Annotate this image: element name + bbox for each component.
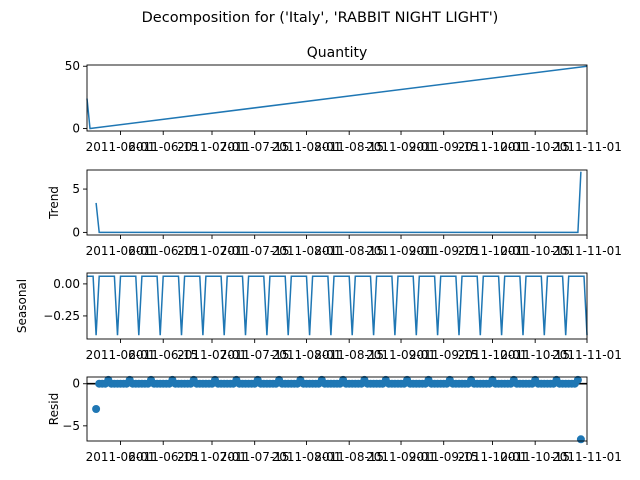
y-tick-label: 0 bbox=[72, 122, 80, 136]
x-tick-label: 2011-10-15 bbox=[500, 244, 570, 258]
x-tick-label: 2011-10-01 bbox=[458, 140, 528, 154]
y-tick-label: 0 bbox=[72, 225, 80, 239]
axes-frame bbox=[86, 169, 588, 236]
x-tick-label: 2011-06-01 bbox=[86, 140, 156, 154]
x-tick-label: 2011-06-15 bbox=[128, 450, 198, 464]
x-tick-label: 2011-06-15 bbox=[128, 244, 198, 258]
series-line-seasonal bbox=[87, 275, 588, 336]
x-tick-label: 2011-09-15 bbox=[409, 244, 479, 258]
y-tick-label: 5 bbox=[72, 182, 80, 196]
panel-resid: Resid0−52011-06-012011-06-152011-07-0120… bbox=[47, 375, 622, 464]
y-tick-label: −5 bbox=[62, 419, 80, 433]
series-line-trend bbox=[95, 171, 582, 234]
resid-point bbox=[576, 435, 585, 444]
y-axis-label: Seasonal bbox=[15, 279, 29, 333]
y-axis-label: Resid bbox=[47, 393, 61, 425]
x-tick-label: 2011-09-01 bbox=[366, 348, 436, 362]
x-tick-label: 2011-07-15 bbox=[220, 450, 290, 464]
panel-title: Quantity bbox=[307, 45, 368, 61]
x-tick-label: 2011-07-01 bbox=[177, 140, 247, 154]
x-tick-label: 2011-07-01 bbox=[177, 244, 247, 258]
y-axis-label: Trend bbox=[47, 186, 61, 220]
x-tick-label: 2011-10-01 bbox=[458, 348, 528, 362]
x-tick-label: 2011-09-15 bbox=[409, 348, 479, 362]
x-tick-label: 2011-09-01 bbox=[366, 244, 436, 258]
x-tick-label: 2011-09-15 bbox=[409, 140, 479, 154]
x-tick-label: 2011-09-01 bbox=[366, 450, 436, 464]
x-tick-label: 2011-08-15 bbox=[314, 348, 384, 362]
panel-seasonal: Seasonal 0.00−0.252011-06-012011-06-15201… bbox=[15, 272, 622, 362]
x-tick-label: 2011-08-01 bbox=[272, 348, 342, 362]
x-tick-label: 2011-09-15 bbox=[409, 450, 479, 464]
axes-frame bbox=[86, 64, 588, 132]
x-tick-label: 2011-06-15 bbox=[128, 348, 198, 362]
y-tick-label: 0.00 bbox=[53, 277, 80, 291]
x-tick-label: 2011-07-15 bbox=[220, 140, 290, 154]
x-tick-label: 2011-10-01 bbox=[458, 244, 528, 258]
y-tick-label: −0.25 bbox=[43, 309, 80, 323]
figure-suptitle: Decomposition for ('Italy', 'RABBIT NIGH… bbox=[142, 10, 499, 26]
y-tick-label: 0 bbox=[72, 377, 80, 391]
x-tick-label: 2011-11-01 bbox=[552, 140, 622, 154]
x-tick-label: 2011-08-01 bbox=[272, 244, 342, 258]
panel-trend: Trend052011-06-012011-06-152011-07-01201… bbox=[47, 169, 622, 258]
x-tick-label: 2011-08-15 bbox=[314, 140, 384, 154]
resid-point bbox=[92, 405, 101, 413]
panel-observed: Quantity 0 50 2011-06-012011-06-152011-07-0… bbox=[65, 45, 622, 154]
x-tick-label: 2011-08-01 bbox=[272, 140, 342, 154]
resid-point bbox=[573, 375, 582, 384]
x-tick-label: 2011-11-01 bbox=[552, 348, 622, 362]
x-tick-label: 2011-07-15 bbox=[220, 244, 290, 258]
x-tick-label: 2011-06-01 bbox=[86, 348, 156, 362]
x-tick-label: 2011-08-15 bbox=[314, 450, 384, 464]
x-tick-label: 2011-06-01 bbox=[86, 244, 156, 258]
subplot-panels: Quantity0502011-06-012011-06-152011-07-0… bbox=[15, 45, 622, 464]
x-tick-label: 2011-07-01 bbox=[177, 348, 247, 362]
x-tick-label: 2011-10-15 bbox=[500, 348, 570, 362]
x-tick-label: 2011-11-01 bbox=[552, 244, 622, 258]
x-tick-label: 2011-08-15 bbox=[314, 244, 384, 258]
axes-frame bbox=[86, 376, 588, 442]
x-tick-label: 2011-06-15 bbox=[128, 140, 198, 154]
x-tick-label: 2011-07-15 bbox=[220, 348, 290, 362]
series-line-observed bbox=[86, 65, 588, 130]
x-tick-label: 2011-09-01 bbox=[366, 140, 436, 154]
x-tick-label: 2011-10-15 bbox=[500, 140, 570, 154]
y-tick-label: 50 bbox=[65, 59, 80, 73]
x-tick-label: 2011-10-15 bbox=[500, 450, 570, 464]
axes-frame bbox=[86, 272, 588, 340]
x-tick-label: 2011-08-01 bbox=[272, 450, 342, 464]
x-tick-label: 2011-07-01 bbox=[177, 450, 247, 464]
x-tick-label: 2011-10-01 bbox=[458, 450, 528, 464]
x-tick-label: 2011-11-01 bbox=[552, 450, 622, 464]
x-tick-label: 2011-06-01 bbox=[86, 450, 156, 464]
